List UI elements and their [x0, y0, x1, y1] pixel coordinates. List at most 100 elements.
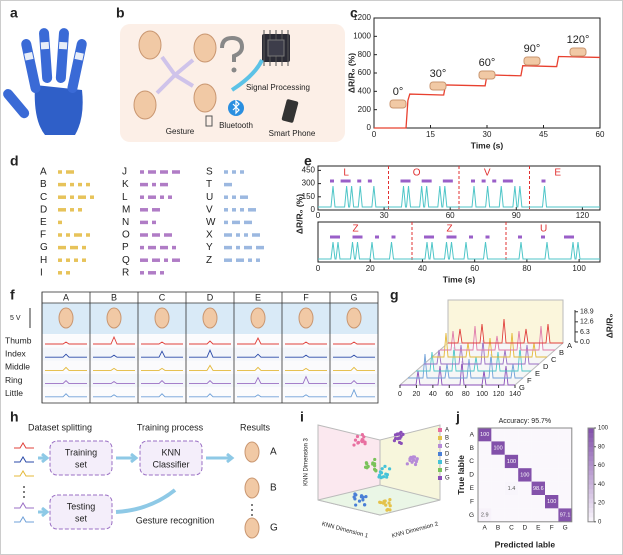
morse-symbol	[160, 271, 164, 275]
cluster-point	[388, 498, 392, 502]
morse-letter: A	[40, 167, 47, 178]
angle-label: 0°	[393, 86, 404, 98]
colorbar-label: 20	[598, 501, 605, 507]
trace-label: B	[559, 348, 564, 357]
hand-icon	[193, 83, 217, 113]
column-label: D	[207, 292, 214, 302]
morse-symbol	[152, 258, 160, 262]
cell	[545, 428, 559, 442]
y-tick-label: 450	[302, 166, 316, 175]
morse-bar	[400, 179, 411, 183]
colorbar-step	[588, 460, 594, 466]
morse-symbol	[66, 170, 74, 174]
cell	[545, 508, 559, 522]
morse-symbol	[236, 245, 240, 250]
morse-symbol	[140, 245, 144, 250]
morse-letter: W	[206, 217, 216, 228]
cell	[518, 441, 532, 455]
cluster-point	[356, 440, 361, 445]
morse-bar	[471, 179, 475, 183]
row-label: Thumb	[5, 335, 32, 345]
morse-symbol	[58, 195, 66, 199]
morse-letter: Z	[206, 255, 212, 266]
morse-symbol	[152, 208, 160, 212]
arrow	[155, 73, 177, 95]
chip-core	[267, 39, 285, 57]
x-tick-label: 90	[512, 211, 521, 220]
gesture-label: Gesture	[166, 127, 195, 136]
cluster-point	[399, 434, 403, 438]
x-tick-label: F	[550, 525, 554, 532]
cluster-point	[415, 457, 419, 461]
legend-swatch	[438, 428, 442, 432]
cell	[518, 495, 532, 509]
cluster-point	[405, 462, 409, 466]
morse-letter: G	[40, 242, 48, 253]
colorbar-step	[588, 503, 594, 509]
step-title: Results	[240, 422, 271, 432]
morse-letter: J	[122, 167, 127, 178]
finger-signal	[45, 364, 375, 371]
morse-bar	[391, 235, 396, 239]
morse-letter: D	[40, 204, 47, 215]
x-tick-label: C	[509, 525, 514, 532]
morse-symbol	[140, 208, 148, 212]
cell	[558, 495, 572, 509]
morse-symbol	[66, 233, 70, 237]
morse-letter: R	[122, 267, 129, 278]
cell	[491, 481, 505, 495]
cell	[531, 428, 545, 442]
morse-symbol	[74, 233, 82, 237]
signal-trace	[318, 185, 600, 208]
scale-label: 5 V	[10, 315, 21, 322]
morse-symbol	[236, 258, 244, 262]
box-label: KNN	[161, 447, 180, 457]
morse-letter: M	[122, 204, 130, 215]
morse-bar	[340, 179, 351, 183]
arrow	[116, 452, 139, 464]
morse-letter: I	[40, 267, 43, 278]
column-label: B	[111, 292, 117, 302]
x-tick-label: 30	[483, 130, 492, 139]
cell-label: 100	[547, 499, 556, 505]
morse-symbol	[248, 208, 256, 212]
x-tick-label: 20	[413, 391, 421, 398]
cluster-point	[353, 492, 357, 496]
cluster-point	[373, 457, 377, 462]
morse-symbol	[224, 170, 228, 174]
letter-label: L	[343, 168, 349, 179]
y-axis-label: True lable	[456, 455, 466, 495]
x-tick-label: 100	[476, 391, 488, 398]
cluster-point	[385, 508, 389, 512]
hand-icon	[193, 33, 217, 63]
colorbar-step	[588, 517, 594, 523]
cluster-point	[353, 438, 358, 442]
dashed-box	[49, 494, 113, 530]
row-label: Middle	[5, 362, 30, 372]
y-tick-label: 600	[358, 68, 372, 77]
morse-letter: Q	[122, 255, 130, 266]
morse-symbol	[224, 220, 228, 225]
ellipsis-dot	[251, 509, 253, 511]
arrow	[173, 73, 195, 88]
cluster-point	[399, 430, 403, 434]
cell	[504, 468, 519, 482]
cluster-point	[360, 433, 364, 437]
morse-letter: T	[206, 179, 212, 190]
cluster-point	[360, 495, 364, 499]
y-tick-label: F	[470, 498, 474, 505]
signal-icon	[14, 516, 34, 523]
cell	[518, 468, 532, 482]
cell-label: 100	[520, 472, 529, 478]
curved-arrow	[115, 488, 177, 514]
cluster-point	[411, 456, 415, 460]
phone	[281, 99, 299, 123]
arrow	[38, 506, 50, 518]
cluster-point	[379, 471, 384, 475]
panel-label: h	[10, 409, 19, 425]
morse-letter: K	[122, 179, 129, 190]
x-tick-label: 80	[522, 264, 531, 273]
y-axis-label: ΔR/R₀ (%)	[346, 53, 356, 93]
x-tick-label: 0	[398, 391, 402, 398]
